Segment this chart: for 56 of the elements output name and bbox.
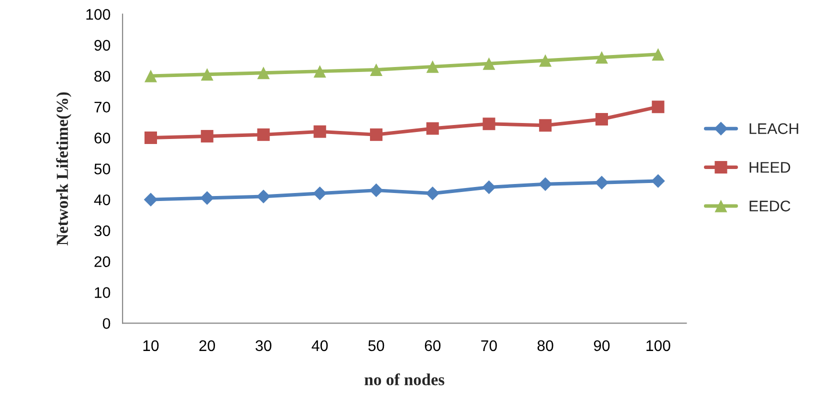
point: [426, 60, 439, 73]
point: [314, 125, 326, 138]
point: [257, 66, 270, 80]
x-tick-label: 40: [312, 340, 328, 352]
point: [652, 48, 664, 61]
point: [144, 132, 157, 144]
legend-label: LEACH: [750, 123, 798, 134]
x-tick-label: 100: [646, 340, 670, 352]
y-tick-label: 100: [86, 9, 110, 20]
point: [369, 183, 384, 198]
x-tick-label: 60: [424, 340, 440, 352]
y-tick-label: 0: [102, 318, 110, 329]
point: [482, 118, 496, 130]
point: [312, 186, 327, 200]
point: [426, 122, 439, 135]
y-tick-label: 50: [94, 164, 110, 174]
point: [200, 68, 214, 81]
point: [538, 177, 552, 191]
point: [426, 186, 440, 200]
y-tick-label: 60: [94, 132, 110, 144]
x-tick-label: 30: [256, 340, 272, 352]
x-tick-label: 70: [481, 340, 497, 352]
point: [539, 54, 552, 67]
legend-label: EEDC: [750, 200, 790, 212]
y-tick-label: 40: [94, 194, 110, 206]
x-tick-label: 80: [538, 340, 554, 352]
y-tick-label: 90: [94, 40, 110, 51]
y-tick-label: 20: [94, 256, 110, 268]
x-tick-label: 20: [199, 340, 216, 352]
y-axis-title: Network Lifetime(%): [56, 92, 72, 246]
legend-label: HEED: [750, 162, 790, 173]
point: [595, 112, 608, 126]
point: [594, 176, 609, 190]
point: [314, 65, 326, 78]
point: [651, 174, 665, 188]
point: [257, 128, 270, 141]
point: [200, 191, 214, 205]
y-tick-label: 70: [94, 102, 110, 113]
y-tick-label: 80: [94, 70, 110, 82]
point: [144, 192, 158, 206]
x-tick-label: 10: [143, 340, 159, 352]
x-tick-label: 90: [594, 340, 610, 352]
point: [652, 100, 664, 114]
x-axis-title: no of nodes: [364, 373, 444, 386]
x-tick-label: 50: [368, 340, 384, 352]
point: [200, 130, 214, 142]
point: [144, 70, 157, 82]
point: [370, 64, 382, 76]
point: [370, 128, 382, 141]
point: [256, 190, 270, 204]
point: [482, 57, 496, 70]
y-tick-label: 30: [94, 225, 110, 236]
point: [482, 180, 496, 194]
point: [539, 119, 552, 132]
point: [595, 51, 608, 64]
y-tick-label: 10: [94, 287, 110, 298]
